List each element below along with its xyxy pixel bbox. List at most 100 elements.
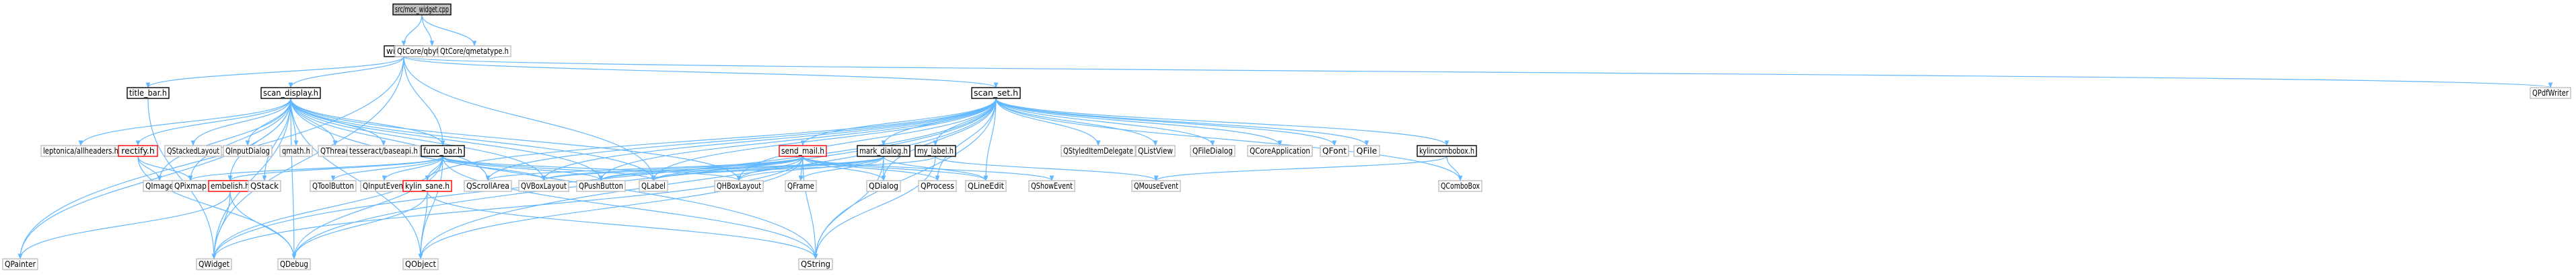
node-kylinsane[interactable]: kylin_sane.h xyxy=(402,180,452,192)
node-label: QDialog xyxy=(869,181,898,191)
edge xyxy=(137,156,162,181)
edge xyxy=(290,98,491,181)
edge-sendmail-to-qprocess xyxy=(802,156,940,181)
edge-scandisplay-to-qlabel xyxy=(290,98,656,181)
node-qhboxlayout: QHBoxLayout xyxy=(714,180,764,192)
edge xyxy=(190,98,291,146)
node-label: kylin_sane.h xyxy=(405,181,450,191)
edge xyxy=(802,156,818,259)
edge xyxy=(291,191,428,259)
edge-scanset-to-kylinsane xyxy=(425,98,997,181)
node-label: QCoreApplication xyxy=(1250,146,1310,156)
edge-sendmail-to-qobject xyxy=(418,156,803,259)
edge-root-to-qbytearray xyxy=(421,14,435,47)
edge xyxy=(145,56,404,88)
node-mylabel[interactable]: my_label.h xyxy=(915,145,956,157)
edge xyxy=(541,156,884,181)
edge xyxy=(541,156,803,181)
edge-mylabel-to-qstring xyxy=(813,156,936,259)
edge xyxy=(211,98,291,259)
node-label: QShowEvent xyxy=(1031,181,1073,191)
node-scandisplay[interactable]: scan_display.h xyxy=(260,87,321,99)
edge xyxy=(442,156,546,181)
node-label: QFile xyxy=(1357,146,1378,156)
node-qmetatype: QtCore/qmetatype.h xyxy=(437,45,511,57)
edge xyxy=(598,156,803,181)
edge-scanset-to-qcoreapplication xyxy=(995,98,1283,146)
node-qstyleddelegate: QStyledItemDelegate xyxy=(1061,145,1136,157)
edge-funcbar-to-qstring xyxy=(442,156,818,259)
node-label: embelish.h xyxy=(211,181,250,191)
edge xyxy=(485,98,997,181)
node-box xyxy=(223,145,273,157)
node-qtoolbutton: QToolButton xyxy=(310,180,357,192)
edge-mylabel-to-qlabel xyxy=(651,156,936,181)
edge xyxy=(188,156,443,181)
edge-scanset-to-qfile xyxy=(995,98,1369,146)
edge xyxy=(290,98,297,259)
node-qdebug: QDebug xyxy=(277,258,311,270)
node-qfile: QFile xyxy=(1353,145,1380,157)
edge xyxy=(651,156,884,181)
edge-kylinsane-to-qdebug xyxy=(291,191,428,259)
node-root[interactable]: src/moc_widget.cpp xyxy=(392,3,452,16)
node-box xyxy=(2,258,38,270)
edge xyxy=(802,156,1054,181)
edge-scanset-to-qlineedit xyxy=(983,98,997,181)
node-qimage: QImage xyxy=(143,180,176,192)
node-label: QWidget xyxy=(199,259,229,269)
edge xyxy=(802,156,989,181)
node-kylincombobox[interactable]: kylincombobox.h xyxy=(1417,145,1477,157)
edge-scanset-to-qpushbutton xyxy=(598,98,997,181)
node-rectify[interactable]: rectify.h xyxy=(118,145,158,157)
node-qpainter: QPainter xyxy=(2,258,38,270)
edge xyxy=(802,156,940,181)
edge-sendmail-to-qscrollarea xyxy=(485,156,803,181)
node-embelish[interactable]: embelish.h xyxy=(208,180,252,192)
node-qinputdialog: QInputDialog xyxy=(223,145,273,157)
node-label: QPdfWriter xyxy=(2532,88,2569,98)
node-box xyxy=(392,3,452,16)
node-layer: src/moc_widget.cppwidget.hQtCore/qbytear… xyxy=(2,3,2571,270)
edge xyxy=(290,98,445,146)
edge-scanset-to-qprocess xyxy=(935,98,997,181)
node-box xyxy=(785,180,817,192)
edge-funcbar-to-qtoolbutton xyxy=(330,156,443,181)
node-box xyxy=(421,145,465,157)
node-box xyxy=(798,258,833,270)
edge-widget-to-funcbar xyxy=(403,56,445,146)
edge-sendmail-to-qshowevent xyxy=(802,156,1054,181)
node-qstring: QString xyxy=(798,258,833,270)
node-box xyxy=(1438,180,1482,192)
node-titlebar[interactable]: title_bar.h xyxy=(127,87,170,99)
node-qcombobox: QComboBox xyxy=(1438,180,1482,192)
node-label: QToolButton xyxy=(312,181,354,191)
node-label: QFrame xyxy=(787,181,814,191)
edge-scandisplay-to-qobject xyxy=(290,98,423,259)
edge-funcbar-to-qwidget xyxy=(211,156,443,259)
edge-kylinsane-to-qobject xyxy=(418,191,428,259)
node-label: scan_set.h xyxy=(974,88,1018,98)
edge-markdialog-to-qlineedit xyxy=(883,156,989,181)
node-box xyxy=(857,145,910,157)
node-box xyxy=(437,45,511,57)
node-box xyxy=(714,180,764,192)
node-qwidget: QWidget xyxy=(196,258,232,270)
edge-widget-to-qwidget xyxy=(211,56,404,259)
edge xyxy=(211,156,803,259)
node-label: QFileDialog xyxy=(1192,146,1233,156)
edge xyxy=(800,98,997,146)
node-markdialog[interactable]: mark_dialog.h xyxy=(857,145,910,157)
node-sendmail[interactable]: send_mail.h xyxy=(779,145,827,157)
node-label: my_label.h xyxy=(917,146,954,156)
node-qobject: QObject xyxy=(402,258,439,270)
edge-funcbar-to-qpixmap xyxy=(188,156,443,181)
edge xyxy=(995,98,1101,146)
node-funcbar[interactable]: func_bar.h xyxy=(421,145,465,157)
node-box xyxy=(279,145,313,157)
edge-funcbar-to-qlabel xyxy=(442,156,656,181)
node-scanset[interactable]: scan_set.h xyxy=(971,87,1021,99)
node-label: src/moc_widget.cpp xyxy=(395,4,449,14)
edge-embelish-to-qpainter xyxy=(17,191,231,259)
